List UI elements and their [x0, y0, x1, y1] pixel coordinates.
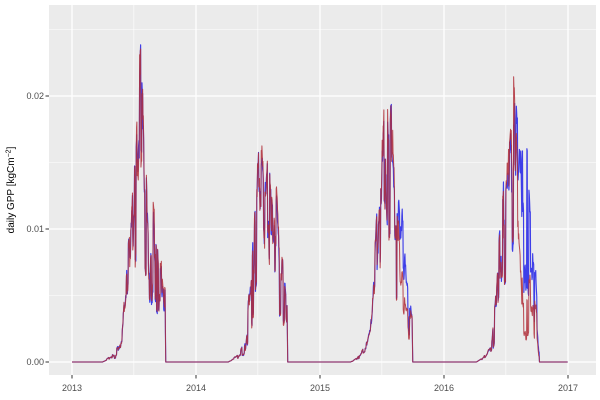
y-axis-title-text: daily GPP [kgCm — [6, 157, 17, 233]
gridlines-major — [49, 5, 596, 375]
y-axis-title: daily GPP [kgCm−2] — [6, 146, 18, 233]
x-tick-label: 2017 — [558, 383, 578, 393]
x-tick-label: 2015 — [310, 383, 330, 393]
series-lines — [71, 44, 568, 363]
y-tick-label: 0.01 — [26, 224, 44, 234]
x-tick-label: 2016 — [434, 383, 454, 393]
y-axis-title-text: ] — [6, 146, 17, 149]
series-line-red — [71, 48, 568, 363]
x-axis-labels: 2013 2014 2015 2016 2017 — [62, 383, 578, 393]
x-tick-label: 2013 — [62, 383, 82, 393]
x-tick-label: 2014 — [186, 383, 206, 393]
y-tick-label: 0.00 — [26, 357, 44, 367]
y-tick-label: 0.02 — [26, 91, 44, 101]
y-axis-labels: 0.00 0.01 0.02 — [26, 91, 44, 367]
axis-tick-marks — [45, 95, 569, 379]
y-axis-title-superscript: −2 — [6, 149, 13, 157]
